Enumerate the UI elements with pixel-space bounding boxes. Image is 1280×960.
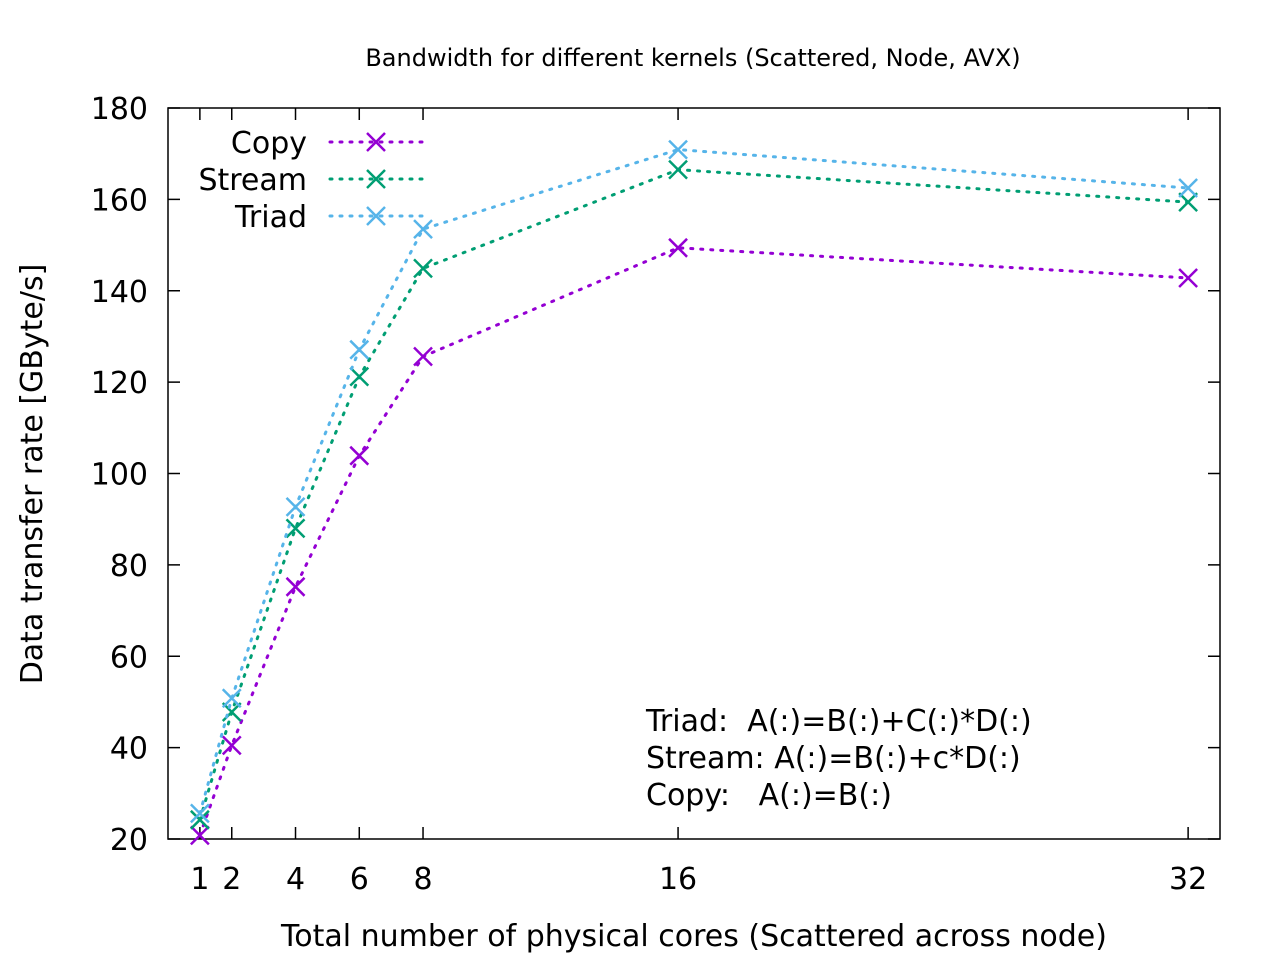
legend-label-triad: Triad — [234, 200, 307, 235]
y-tick-label: 20 — [110, 823, 148, 858]
y-axis: 20 40 60 80 100 120 140 160 180 — [91, 92, 1220, 858]
data-point-copy — [668, 237, 688, 258]
series-layer — [189, 139, 1199, 846]
y-tick-label: 80 — [110, 549, 148, 584]
data-point-copy — [413, 346, 433, 367]
x-tick-label: 16 — [659, 862, 697, 897]
data-point-triad — [413, 219, 433, 239]
legend-marker-copy — [366, 132, 386, 152]
y-tick-label: 40 — [110, 732, 148, 767]
y-tick-label: 100 — [91, 458, 148, 493]
data-point-triad — [668, 139, 688, 160]
y-tick-label: 140 — [91, 275, 148, 310]
y-tick-label: 160 — [91, 183, 148, 218]
legend-label-copy: Copy — [231, 126, 307, 161]
data-point-triad — [285, 496, 306, 517]
data-point-triad — [1178, 178, 1199, 198]
y-tick-label: 60 — [110, 640, 148, 675]
data-point-copy — [1178, 268, 1199, 288]
series-stream — [189, 159, 1199, 830]
x-tick-label: 8 — [413, 862, 432, 897]
data-point-stream — [285, 518, 306, 539]
formula-annotations: Triad: A(:)=B(:)+C(:)*D(:)Stream: A(:)=B… — [645, 704, 1032, 813]
data-point-stream — [1178, 192, 1199, 213]
formula-line: Stream: A(:)=B(:)+c*D(:) — [646, 741, 1021, 776]
data-point-triad — [221, 688, 242, 709]
x-tick-label: 32 — [1169, 862, 1207, 897]
x-axis-label: Total number of physical cores (Scattere… — [280, 919, 1107, 954]
data-point-stream — [413, 258, 433, 279]
formula-line: Triad: A(:)=B(:)+C(:)*D(:) — [645, 704, 1032, 739]
data-point-copy — [349, 445, 370, 466]
x-tick-label: 1 — [190, 862, 209, 897]
formula-line: Copy: A(:)=B(:) — [646, 778, 892, 813]
data-point-stream — [189, 809, 210, 830]
data-point-stream — [668, 159, 688, 180]
y-tick-label: 180 — [91, 92, 148, 127]
data-point-stream — [349, 366, 370, 387]
legend-marker-stream — [366, 169, 386, 189]
data-point-copy — [221, 735, 242, 756]
x-axis: 1 2 4 6 8 16 32 — [190, 108, 1207, 897]
data-point-triad — [189, 803, 210, 824]
series-copy — [189, 237, 1199, 846]
y-axis-label: Data transfer rate [GByte/s] — [15, 264, 50, 685]
legend-label-stream: Stream — [198, 163, 307, 198]
x-tick-label: 6 — [350, 862, 369, 897]
x-tick-label: 4 — [286, 862, 305, 897]
series-triad — [189, 139, 1199, 824]
data-point-copy — [189, 825, 210, 846]
data-point-triad — [349, 339, 370, 360]
chart-title: Bandwidth for different kernels (Scatter… — [365, 44, 1020, 72]
data-point-copy — [285, 576, 306, 597]
y-tick-label: 120 — [91, 366, 148, 401]
x-tick-label: 2 — [222, 862, 241, 897]
legend-marker-triad — [366, 206, 386, 226]
